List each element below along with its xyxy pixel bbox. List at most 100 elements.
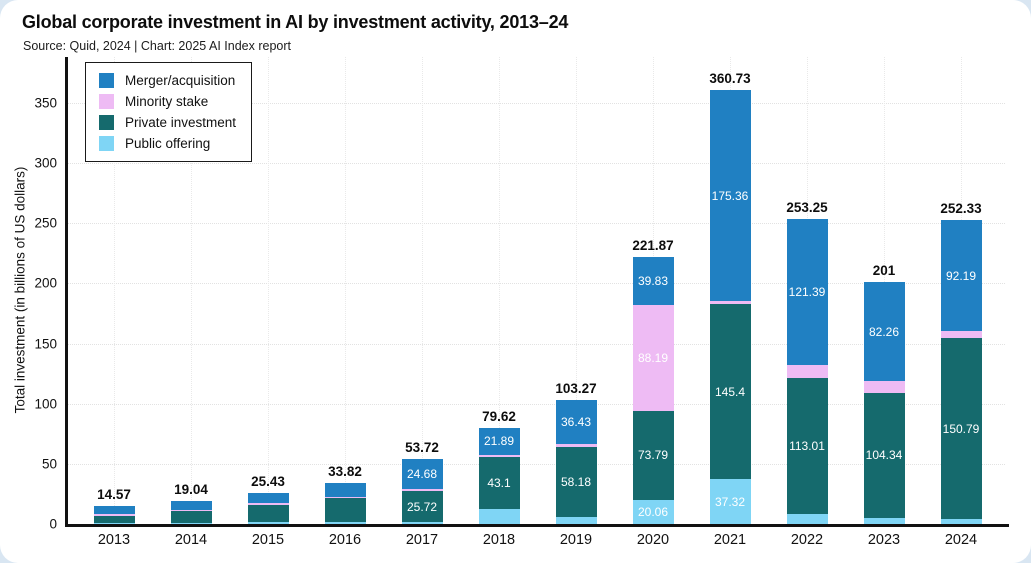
bar-segment-minority_stake-2014 xyxy=(170,510,212,512)
bar-segment-merger_acquisition-2018: 21.89 xyxy=(478,428,520,455)
x-tick-label: 2013 xyxy=(97,532,131,548)
horizontal-gridline xyxy=(65,223,1005,225)
bar-segment-value-label: 36.43 xyxy=(560,414,592,429)
bar-segment-public_offering-2014 xyxy=(170,522,212,524)
bar-segment-public_offering-2024 xyxy=(940,519,982,524)
bar-segment-public_offering-2023 xyxy=(863,518,905,524)
y-tick-label: 300 xyxy=(34,155,57,171)
legend-item-minority-stake: Minority stake xyxy=(99,94,236,109)
bar-segment-value-label: 73.79 xyxy=(637,448,669,463)
bar-segment-private_investment-2014 xyxy=(170,511,212,523)
y-tick-label: 200 xyxy=(34,275,57,291)
bar-segment-public_offering-2020: 20.06 xyxy=(632,499,674,524)
bar-total-label-2021: 360.73 xyxy=(709,71,751,87)
bar-segment-private_investment-2018: 43.1 xyxy=(478,456,520,509)
y-tick-label: 350 xyxy=(34,95,57,111)
bar-segment-merger_acquisition-2021: 175.36 xyxy=(709,90,751,301)
legend: Merger/acquisition Minority stake Privat… xyxy=(85,62,253,162)
bar-segment-merger_acquisition-2019: 36.43 xyxy=(555,399,597,444)
bar-segment-public_offering-2021: 37.32 xyxy=(709,479,751,524)
y-tick-label: 50 xyxy=(41,456,57,472)
y-tick-label: 0 xyxy=(49,516,57,532)
chart-source-line: Source: Quid, 2024 | Chart: 2025 AI Inde… xyxy=(23,39,291,53)
x-tick-label: 2023 xyxy=(867,532,901,548)
bar-segment-value-label: 25.72 xyxy=(406,499,438,514)
bar-total-label-2018: 79.62 xyxy=(482,409,516,425)
bar-segment-value-label: 21.89 xyxy=(483,434,515,449)
bar-segment-merger_acquisition-2022: 121.39 xyxy=(786,219,828,366)
legend-item-label: Merger/acquisition xyxy=(125,73,236,88)
bar-segment-private_investment-2023: 104.34 xyxy=(863,392,905,519)
vertical-gridline xyxy=(114,57,115,524)
bar-segment-public_offering-2016 xyxy=(324,522,366,524)
x-tick-label: 2016 xyxy=(328,532,362,548)
bar-segment-minority_stake-2018 xyxy=(478,454,520,457)
bar-segment-minority_stake-2021 xyxy=(709,301,751,305)
legend-swatch-icon xyxy=(99,115,114,130)
vertical-gridline xyxy=(499,57,500,524)
legend-swatch-icon xyxy=(99,73,114,88)
bar-segment-merger_acquisition-2013 xyxy=(93,506,135,515)
bar-total-label-2020: 221.87 xyxy=(632,238,674,254)
x-tick-label: 2019 xyxy=(559,532,593,548)
bar-segment-value-label: 82.26 xyxy=(868,324,900,339)
x-tick-label: 2014 xyxy=(174,532,208,548)
bar-segment-private_investment-2024: 150.79 xyxy=(940,338,982,520)
bar-segment-public_offering-2022 xyxy=(786,514,828,524)
bar-total-label-2013: 14.57 xyxy=(97,487,131,503)
bar-segment-value-label: 145.4 xyxy=(714,384,746,399)
bar-total-label-2022: 253.25 xyxy=(786,200,828,216)
chart-title: Global corporate investment in AI by inv… xyxy=(22,12,569,32)
x-tick-label: 2017 xyxy=(405,532,439,548)
bar-total-label-2016: 33.82 xyxy=(328,464,362,480)
bar-segment-private_investment-2019: 58.18 xyxy=(555,447,597,518)
x-tick-label: 2018 xyxy=(482,532,516,548)
bar-segment-minority_stake-2016 xyxy=(324,496,366,499)
legend-item-label: Public offering xyxy=(125,136,211,151)
bar-segment-minority_stake-2020: 88.19 xyxy=(632,305,674,412)
bar-segment-minority_stake-2013 xyxy=(93,514,135,516)
bar-total-label-2024: 252.33 xyxy=(940,201,982,217)
vertical-gridline xyxy=(422,57,423,524)
bar-segment-private_investment-2013 xyxy=(93,515,135,524)
bar-total-label-2023: 201 xyxy=(872,263,896,279)
bar-segment-minority_stake-2017 xyxy=(401,489,443,492)
x-tick-label: 2024 xyxy=(944,532,978,548)
bar-segment-value-label: 37.32 xyxy=(714,494,746,509)
legend-item-merger-acquisition: Merger/acquisition xyxy=(99,73,236,88)
bar-segment-merger_acquisition-2024: 92.19 xyxy=(940,220,982,332)
bar-segment-public_offering-2017 xyxy=(401,522,443,524)
x-tick-label: 2021 xyxy=(713,532,747,548)
x-tick-label: 2022 xyxy=(790,532,824,548)
bar-segment-merger_acquisition-2023: 82.26 xyxy=(863,282,905,382)
y-axis-line xyxy=(65,57,68,526)
bar-segment-merger_acquisition-2016 xyxy=(324,483,366,497)
legend-item-public-offering: Public offering xyxy=(99,136,236,151)
vertical-gridline xyxy=(576,57,577,524)
bar-segment-value-label: 92.19 xyxy=(945,268,977,283)
bar-segment-merger_acquisition-2017: 24.68 xyxy=(401,459,443,490)
vertical-gridline xyxy=(268,57,269,524)
bar-segment-minority_stake-2022 xyxy=(786,365,828,379)
bar-segment-value-label: 39.83 xyxy=(637,274,669,289)
bar-total-label-2019: 103.27 xyxy=(555,380,597,396)
y-tick-label: 100 xyxy=(34,396,57,412)
bar-segment-public_offering-2015 xyxy=(247,522,289,524)
bar-segment-value-label: 43.1 xyxy=(487,475,511,490)
vertical-gridline xyxy=(191,57,192,524)
bar-segment-value-label: 150.79 xyxy=(942,421,980,436)
bar-segment-private_investment-2017: 25.72 xyxy=(401,491,443,523)
x-axis-line xyxy=(65,524,1009,527)
bar-segment-value-label: 121.39 xyxy=(788,285,826,300)
bar-segment-minority_stake-2024 xyxy=(940,331,982,339)
bar-segment-merger_acquisition-2020: 39.83 xyxy=(632,257,674,306)
bar-segment-value-label: 113.01 xyxy=(789,439,825,454)
y-tick-label: 250 xyxy=(34,215,57,231)
horizontal-gridline xyxy=(65,163,1005,165)
horizontal-gridline xyxy=(65,283,1005,285)
horizontal-gridline xyxy=(65,463,1005,465)
bar-segment-private_investment-2016 xyxy=(324,498,366,523)
bar-segment-minority_stake-2019 xyxy=(555,443,597,448)
legend-item-label: Minority stake xyxy=(125,94,209,109)
